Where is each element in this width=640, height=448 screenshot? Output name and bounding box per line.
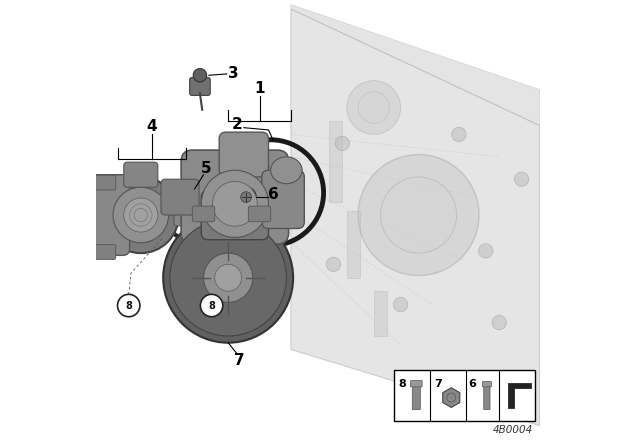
FancyBboxPatch shape	[202, 190, 269, 240]
Text: 8: 8	[125, 301, 132, 310]
Circle shape	[118, 294, 140, 317]
FancyBboxPatch shape	[410, 381, 422, 387]
Circle shape	[102, 177, 179, 253]
Circle shape	[347, 81, 401, 134]
Circle shape	[212, 181, 257, 226]
Bar	[394, 370, 535, 421]
FancyBboxPatch shape	[484, 383, 490, 409]
Circle shape	[204, 253, 253, 302]
Circle shape	[236, 187, 256, 207]
FancyBboxPatch shape	[192, 206, 215, 222]
Polygon shape	[291, 9, 540, 426]
Circle shape	[515, 172, 529, 186]
FancyBboxPatch shape	[189, 78, 210, 95]
FancyBboxPatch shape	[124, 162, 158, 187]
FancyBboxPatch shape	[181, 150, 289, 244]
FancyBboxPatch shape	[161, 179, 199, 215]
Circle shape	[200, 294, 223, 317]
Text: 7: 7	[434, 379, 442, 389]
Circle shape	[241, 192, 252, 202]
Circle shape	[113, 187, 168, 243]
Circle shape	[394, 297, 408, 312]
Circle shape	[124, 198, 158, 232]
Circle shape	[326, 257, 340, 271]
FancyBboxPatch shape	[483, 382, 492, 387]
FancyBboxPatch shape	[174, 204, 200, 226]
Text: 6: 6	[468, 379, 477, 389]
Polygon shape	[291, 4, 540, 125]
FancyBboxPatch shape	[88, 175, 116, 190]
FancyBboxPatch shape	[88, 245, 116, 259]
FancyBboxPatch shape	[262, 170, 305, 228]
FancyBboxPatch shape	[219, 132, 269, 177]
Circle shape	[452, 127, 466, 142]
FancyBboxPatch shape	[81, 175, 130, 255]
Circle shape	[201, 170, 269, 237]
FancyBboxPatch shape	[248, 206, 271, 222]
Circle shape	[380, 177, 457, 253]
Text: 7: 7	[234, 353, 244, 368]
Circle shape	[163, 213, 293, 343]
Circle shape	[193, 69, 207, 82]
Bar	[329, 121, 342, 202]
Polygon shape	[508, 383, 531, 408]
Text: 8: 8	[398, 379, 406, 389]
Circle shape	[170, 220, 287, 336]
Circle shape	[479, 244, 493, 258]
Bar	[374, 291, 387, 336]
Circle shape	[335, 136, 349, 151]
Circle shape	[492, 315, 506, 330]
Circle shape	[215, 264, 242, 291]
Text: 5: 5	[200, 160, 211, 176]
Text: 1: 1	[254, 81, 265, 96]
Ellipse shape	[271, 157, 302, 184]
Bar	[347, 211, 360, 278]
Text: 4B0004: 4B0004	[493, 426, 533, 435]
Text: 2: 2	[232, 117, 243, 132]
Circle shape	[358, 92, 389, 123]
Circle shape	[358, 155, 479, 276]
Text: 8: 8	[208, 301, 215, 310]
Text: 3: 3	[228, 66, 239, 82]
Text: 4: 4	[146, 119, 157, 134]
FancyBboxPatch shape	[412, 383, 420, 409]
Text: 6: 6	[268, 187, 278, 202]
